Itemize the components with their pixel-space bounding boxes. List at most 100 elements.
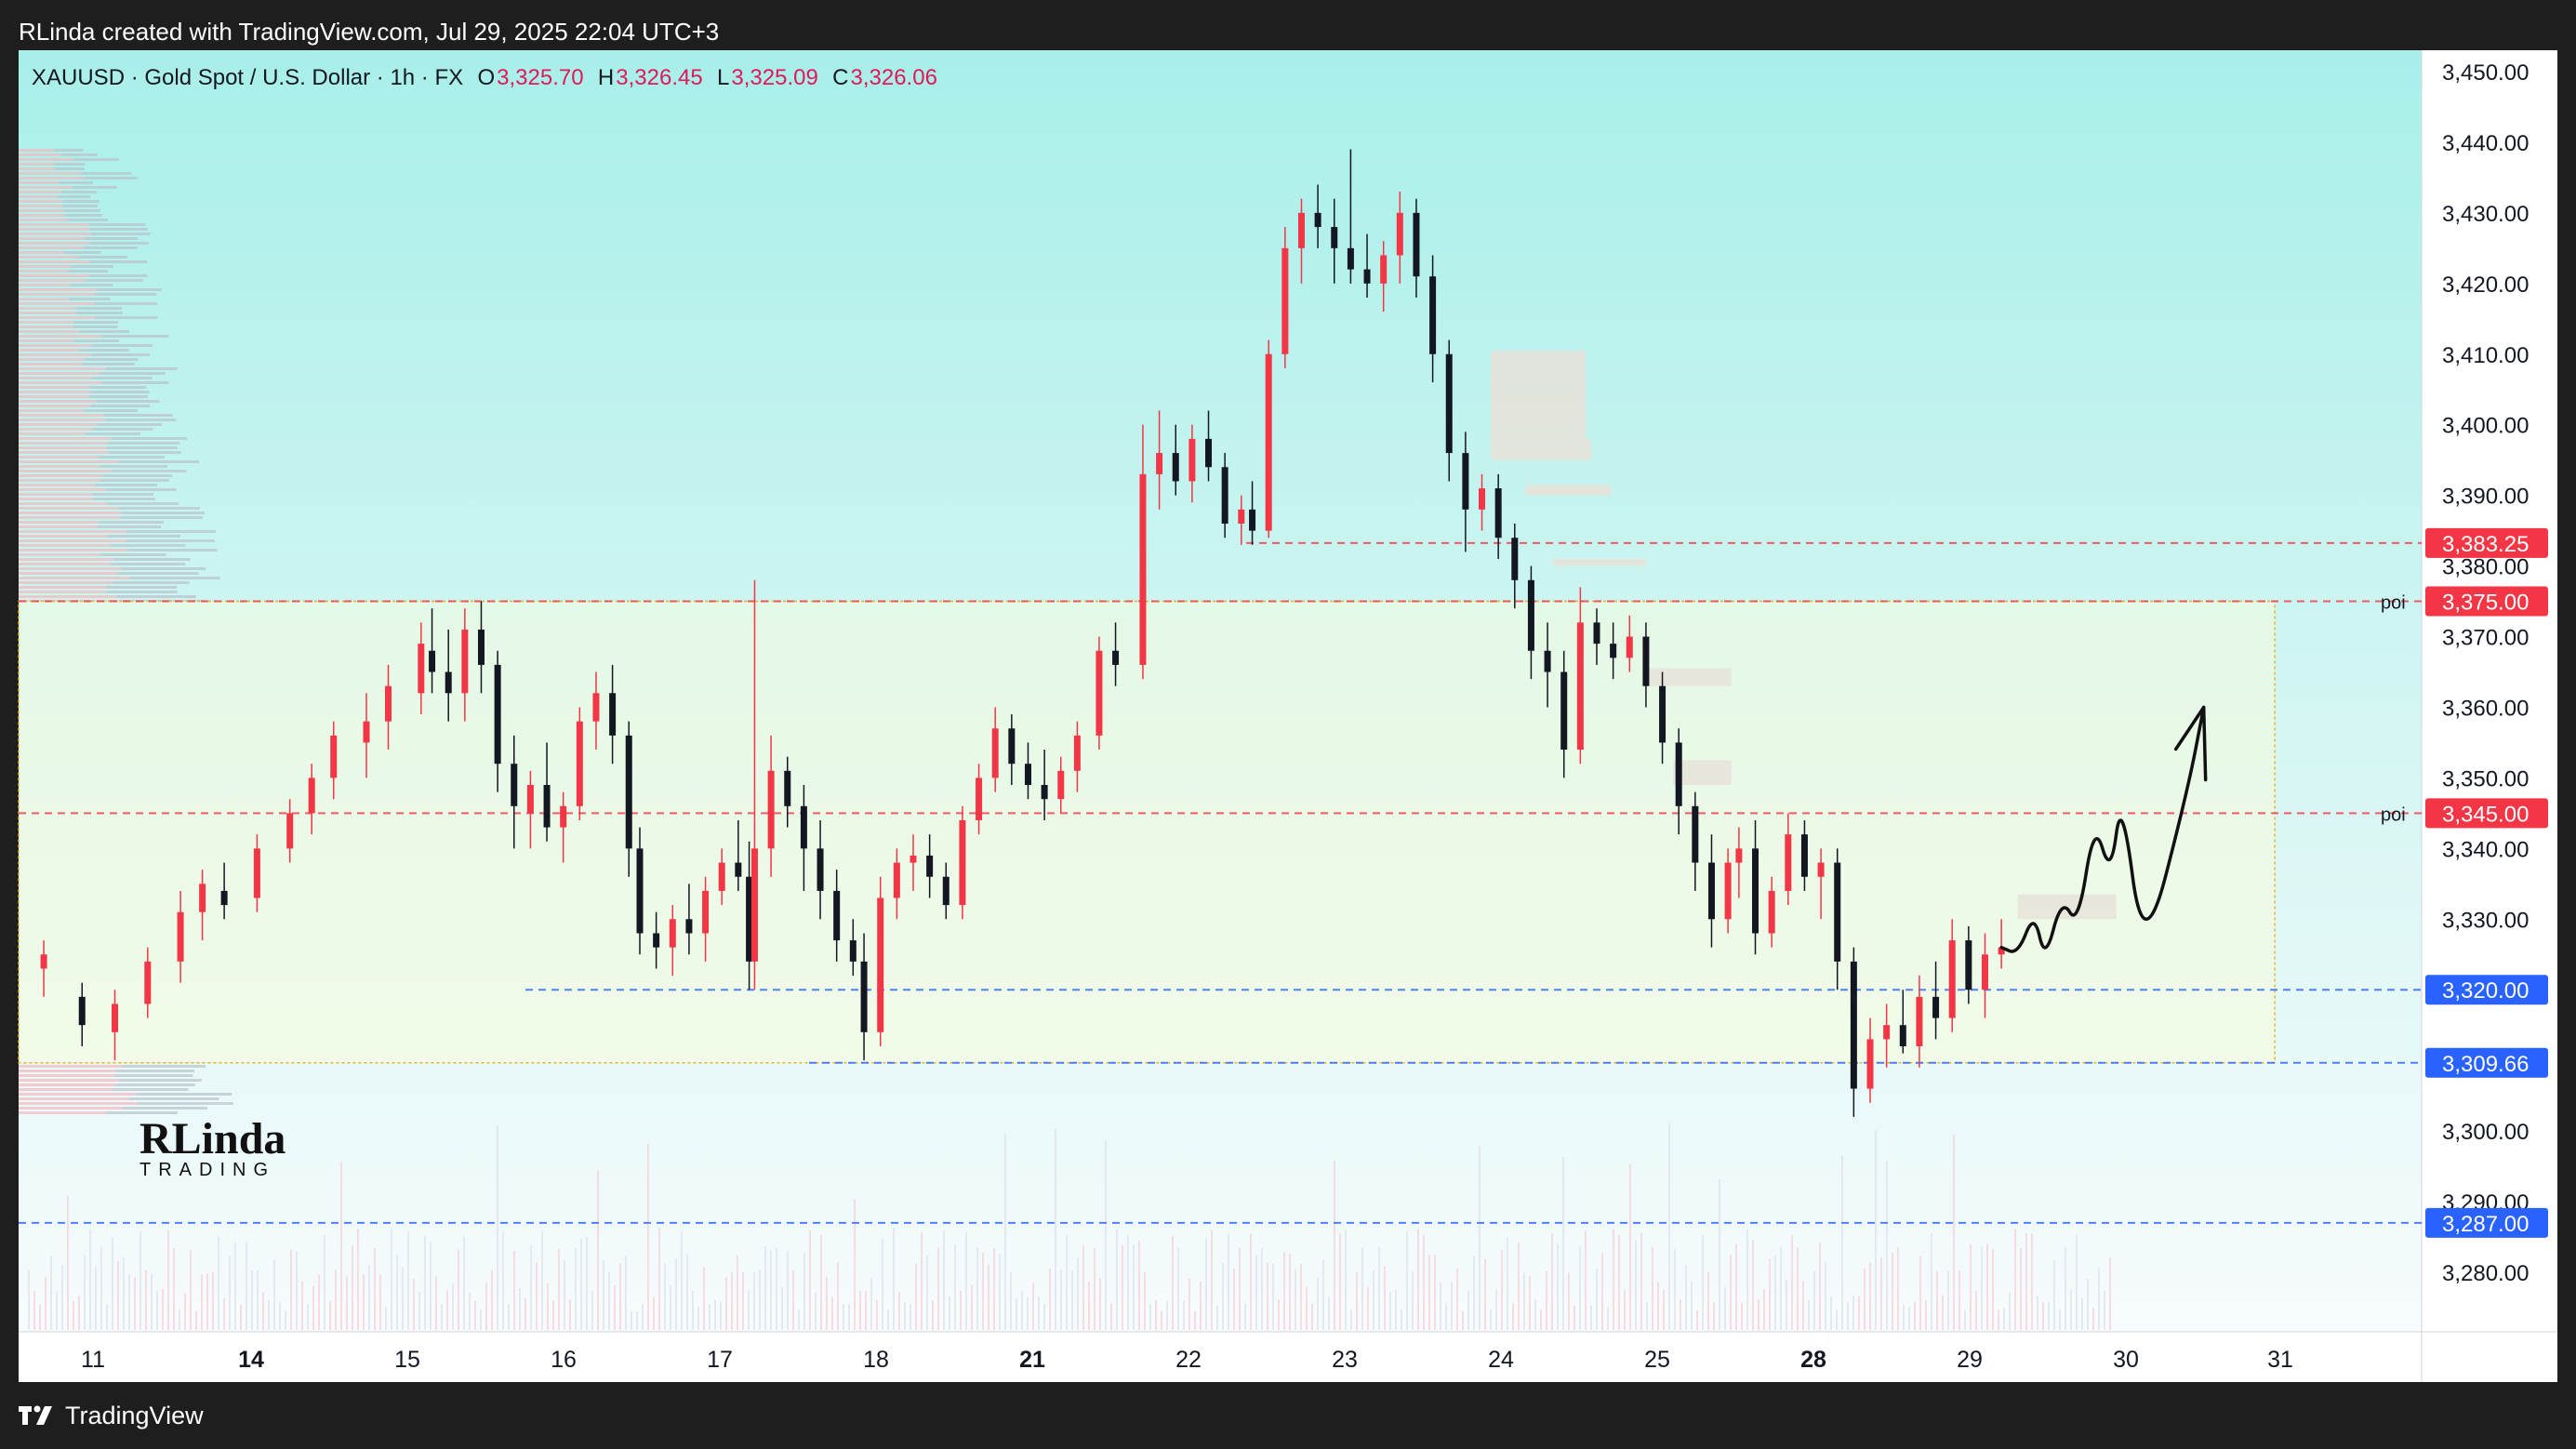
candle-body[interactable] [926, 855, 934, 877]
candle-body[interactable] [1800, 834, 1808, 877]
supply-block[interactable] [1645, 668, 1732, 686]
candle-body[interactable] [199, 884, 206, 912]
candle-body[interactable] [330, 735, 338, 778]
candle-body[interactable] [910, 855, 917, 863]
candle-body[interactable] [1265, 353, 1272, 531]
supply-blocks[interactable] [1490, 350, 2117, 920]
candle-body[interactable] [543, 785, 551, 828]
candle-body[interactable] [308, 778, 315, 814]
candle-body[interactable] [526, 785, 534, 814]
candle-body[interactable] [1735, 848, 1743, 863]
candle-body[interactable] [1008, 728, 1016, 764]
candle-body[interactable] [959, 819, 966, 906]
candle-body[interactable] [1445, 353, 1453, 454]
candle-body[interactable] [1527, 579, 1534, 651]
candle-body[interactable] [1560, 671, 1568, 751]
candle-body[interactable] [1380, 255, 1388, 284]
candle-body[interactable] [1073, 735, 1081, 771]
candle-body[interactable] [976, 778, 983, 820]
candle-body[interactable] [653, 933, 660, 948]
candle-body[interactable] [1916, 996, 1923, 1046]
candles[interactable] [40, 149, 2005, 1117]
range-zone-rect[interactable] [18, 600, 2276, 1064]
candle-body[interactable] [494, 664, 501, 764]
candle-body[interactable] [1297, 212, 1305, 248]
candle-body[interactable] [592, 693, 600, 722]
candle-body[interactable] [477, 629, 485, 665]
candle-body[interactable] [1057, 770, 1065, 800]
candle-body[interactable] [1981, 954, 1988, 990]
footer-brand[interactable]: TradingView [65, 1402, 204, 1429]
candle-body[interactable] [363, 721, 370, 743]
candle-body[interactable] [1188, 438, 1196, 482]
candle-body[interactable] [1948, 940, 1956, 1018]
candle-body[interactable] [445, 671, 452, 694]
candle-body[interactable] [1707, 862, 1715, 920]
candle-body[interactable] [1172, 453, 1179, 482]
candle-body[interactable] [576, 721, 583, 806]
candle-body[interactable] [1156, 453, 1163, 474]
candle-body[interactable] [735, 862, 742, 877]
candle-body[interactable] [1724, 862, 1732, 920]
candle-body[interactable] [78, 996, 86, 1026]
candle-body[interactable] [849, 940, 856, 962]
candle-body[interactable] [877, 897, 884, 1032]
candle-body[interactable] [1249, 509, 1256, 531]
price-levels[interactable]: poi poi [19, 541, 2422, 1224]
supply-block[interactable] [1490, 438, 1592, 460]
candle-body[interactable] [833, 890, 841, 941]
candle-body[interactable] [1642, 636, 1650, 686]
candle-body[interactable] [1752, 848, 1759, 934]
candle-body[interactable] [1413, 212, 1420, 277]
candle-body[interactable] [1998, 947, 2005, 955]
candle-body[interactable] [1675, 742, 1682, 806]
candle-body[interactable] [1883, 1025, 1891, 1040]
candle-body[interactable] [1314, 212, 1321, 228]
candle-body[interactable] [702, 890, 710, 934]
candle-body[interactable] [1112, 650, 1120, 665]
candle-body[interactable] [1932, 996, 1940, 1018]
candle-body[interactable] [253, 848, 260, 898]
candle-body[interactable] [1834, 862, 1841, 962]
candle-body[interactable] [1593, 622, 1600, 645]
supply-block[interactable] [1673, 760, 1732, 786]
candle-body[interactable] [1205, 438, 1213, 468]
candle-body[interactable] [177, 911, 184, 962]
candle-body[interactable] [942, 876, 949, 906]
candle-body[interactable] [1785, 834, 1792, 891]
candle-body[interactable] [625, 735, 632, 849]
projection-path[interactable] [1999, 705, 2208, 953]
candle-body[interactable] [1610, 644, 1617, 658]
candle-body[interactable] [1462, 453, 1469, 510]
candle-body[interactable] [991, 728, 999, 778]
candle-body[interactable] [144, 961, 152, 1004]
tradingview-logo-icon[interactable] [19, 1404, 56, 1427]
candle-body[interactable] [817, 848, 824, 891]
candle-body[interactable] [669, 919, 676, 948]
candle-body[interactable] [1659, 685, 1666, 743]
candle-body[interactable] [1095, 650, 1103, 736]
candle-body[interactable] [636, 848, 644, 934]
candle-body[interactable] [1281, 247, 1289, 354]
candle-body[interactable] [40, 954, 47, 969]
candle-body[interactable] [1576, 622, 1584, 751]
supply-block[interactable] [1552, 558, 1646, 566]
candle-body[interactable] [609, 693, 617, 736]
candle-body[interactable] [1899, 1025, 1906, 1046]
candle-body[interactable] [767, 770, 775, 849]
candle-body[interactable] [893, 862, 900, 898]
candle-body[interactable] [1238, 509, 1245, 525]
candle-body[interactable] [746, 876, 753, 962]
candle-body[interactable] [286, 813, 294, 849]
candle-body[interactable] [1692, 805, 1699, 863]
candle-body[interactable] [1396, 212, 1403, 256]
candle-body[interactable] [1363, 269, 1371, 284]
supply-block[interactable] [1490, 350, 1587, 439]
candle-body[interactable] [1221, 467, 1228, 525]
candle-body[interactable] [784, 770, 791, 806]
candle-body[interactable] [1429, 276, 1437, 354]
candle-body[interactable] [1866, 1039, 1874, 1089]
candle-body[interactable] [220, 890, 228, 906]
candle-body[interactable] [112, 1004, 119, 1032]
